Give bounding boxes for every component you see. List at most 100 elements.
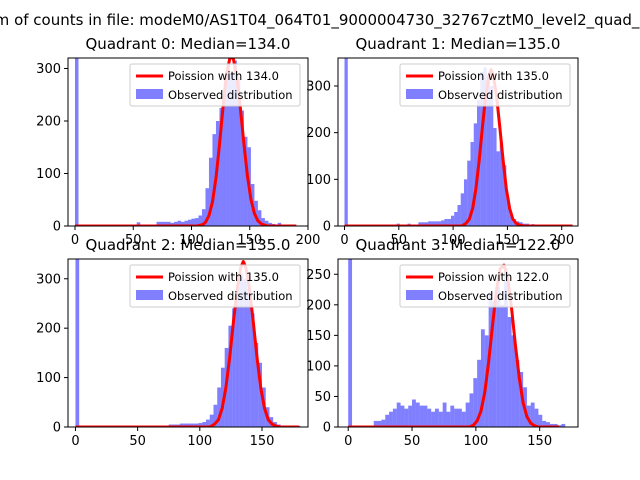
histogram-bar <box>463 179 468 226</box>
y-tick-label: 300 <box>36 272 61 287</box>
histogram-bar <box>179 423 184 427</box>
histogram-bar <box>437 221 442 226</box>
histogram-bar <box>396 402 401 427</box>
histogram-bar <box>258 362 262 427</box>
subplots-container: 0 50 100 150 200 0 100 200 300 Quadrant 0: Median… <box>36 35 579 449</box>
histogram-bar <box>446 411 451 427</box>
histogram-bar <box>431 411 436 427</box>
y-tick-label: 0 <box>323 421 331 436</box>
histogram-bar <box>454 408 458 427</box>
legend-bar-swatch <box>406 89 433 99</box>
histogram-bar <box>254 343 259 427</box>
histogram-bar <box>404 408 409 427</box>
subplot-quadrant-0: 0 50 100 150 200 0 100 200 300 Quadrant 0: Median… <box>36 35 320 248</box>
y-tick-label: 50 <box>314 390 331 405</box>
x-tick-label: 100 <box>179 233 204 248</box>
histogram-bar <box>156 221 161 226</box>
histogram-bar <box>454 212 458 226</box>
x-tick-label: 100 <box>187 434 212 449</box>
legend-bar-swatch <box>136 290 163 300</box>
x-tick-label: 0 <box>344 434 352 449</box>
histogram-bar <box>441 220 445 226</box>
axes-frame <box>337 57 579 227</box>
histogram-bar <box>438 411 443 427</box>
histogram-bar <box>460 193 464 226</box>
histogram-bar <box>268 222 272 226</box>
histogram-bar <box>447 219 451 226</box>
histogram-bar <box>500 304 504 427</box>
histogram-bar <box>226 68 230 226</box>
x-tick-label: 150 <box>495 233 520 248</box>
histogram-bar <box>496 286 501 427</box>
histogram-bar <box>511 335 516 427</box>
legend-bar-swatch <box>136 89 163 99</box>
plot-area <box>74 58 297 226</box>
y-tick-label: 200 <box>36 115 61 130</box>
histogram-bar <box>219 107 223 226</box>
histogram-bar <box>381 419 386 427</box>
histogram-bar <box>209 414 214 427</box>
histogram-bar <box>233 60 237 226</box>
histogram-bar <box>389 411 393 427</box>
y-tick-label: 100 <box>306 173 331 188</box>
histogram-bar <box>450 215 455 226</box>
y-tick-label: 300 <box>36 62 61 77</box>
legend-line-label: Poission with 122.0 <box>438 270 549 284</box>
histogram-bar <box>434 221 438 226</box>
y-tick-label: 150 <box>306 329 331 344</box>
histogram-bar <box>506 198 510 226</box>
histogram-bar <box>188 219 192 226</box>
histogram-bar <box>418 222 422 226</box>
figure-suptitle: Histogram of counts in file: modeM0/AS1T… <box>0 11 640 30</box>
histogram-bar <box>450 405 455 427</box>
histogram-bar <box>261 218 265 226</box>
histogram-bar <box>344 58 348 226</box>
histogram-bar <box>373 420 378 427</box>
histogram-bar <box>461 411 466 427</box>
legend-line-label: Poission with 135.0 <box>168 270 279 284</box>
histogram-bar <box>486 76 491 226</box>
subplot-title: Quadrant 3: Median=122.0 <box>356 236 561 254</box>
histogram-bar <box>75 259 80 427</box>
legend-bar-label: Observed distribution <box>168 88 293 102</box>
histogram-bar <box>208 157 213 226</box>
histogram-bar <box>477 359 481 427</box>
x-tick-label: 100 <box>463 434 488 449</box>
histogram-bar <box>264 220 269 226</box>
histogram-bar <box>499 142 504 226</box>
histogram-bar <box>419 405 424 427</box>
histogram-bar <box>530 402 535 427</box>
histogram-bar <box>191 218 195 226</box>
histogram-bar <box>421 222 425 226</box>
histogram-bar <box>467 160 471 226</box>
legend-box <box>399 264 571 308</box>
x-tick-label: 200 <box>549 233 574 248</box>
histogram-bar <box>170 222 175 226</box>
y-tick-label: 100 <box>36 371 61 386</box>
histogram-bar <box>136 222 141 226</box>
histogram-bar <box>243 136 248 226</box>
histogram-bar <box>74 58 79 226</box>
x-tick-label: 50 <box>129 434 146 449</box>
histogram-bar <box>174 221 178 226</box>
histogram-bar <box>160 221 164 226</box>
histogram-bar <box>509 214 513 226</box>
x-tick-label: 0 <box>340 233 348 248</box>
histogram-bar <box>247 288 251 427</box>
y-tick-label: 100 <box>36 167 61 182</box>
histogram-bar <box>257 210 262 226</box>
histogram-bar <box>546 422 550 427</box>
legend: Poission with 122.0 Observed distribution <box>399 264 571 308</box>
histogram-bar <box>206 419 210 427</box>
legend-bar-label: Observed distribution <box>438 88 563 102</box>
subplot-title: Quadrant 0: Median=134.0 <box>86 35 291 53</box>
x-tick-label: 200 <box>296 233 321 248</box>
subplot-title: Quadrant 2: Median=135.0 <box>86 236 291 254</box>
histogram-bar <box>167 221 171 226</box>
subplot-title: Quadrant 1: Median=135.0 <box>356 35 561 53</box>
histogram-bar <box>250 313 255 427</box>
y-tick-label: 100 <box>306 359 331 374</box>
histogram-bar <box>557 425 562 427</box>
histogram-bar <box>442 402 447 427</box>
